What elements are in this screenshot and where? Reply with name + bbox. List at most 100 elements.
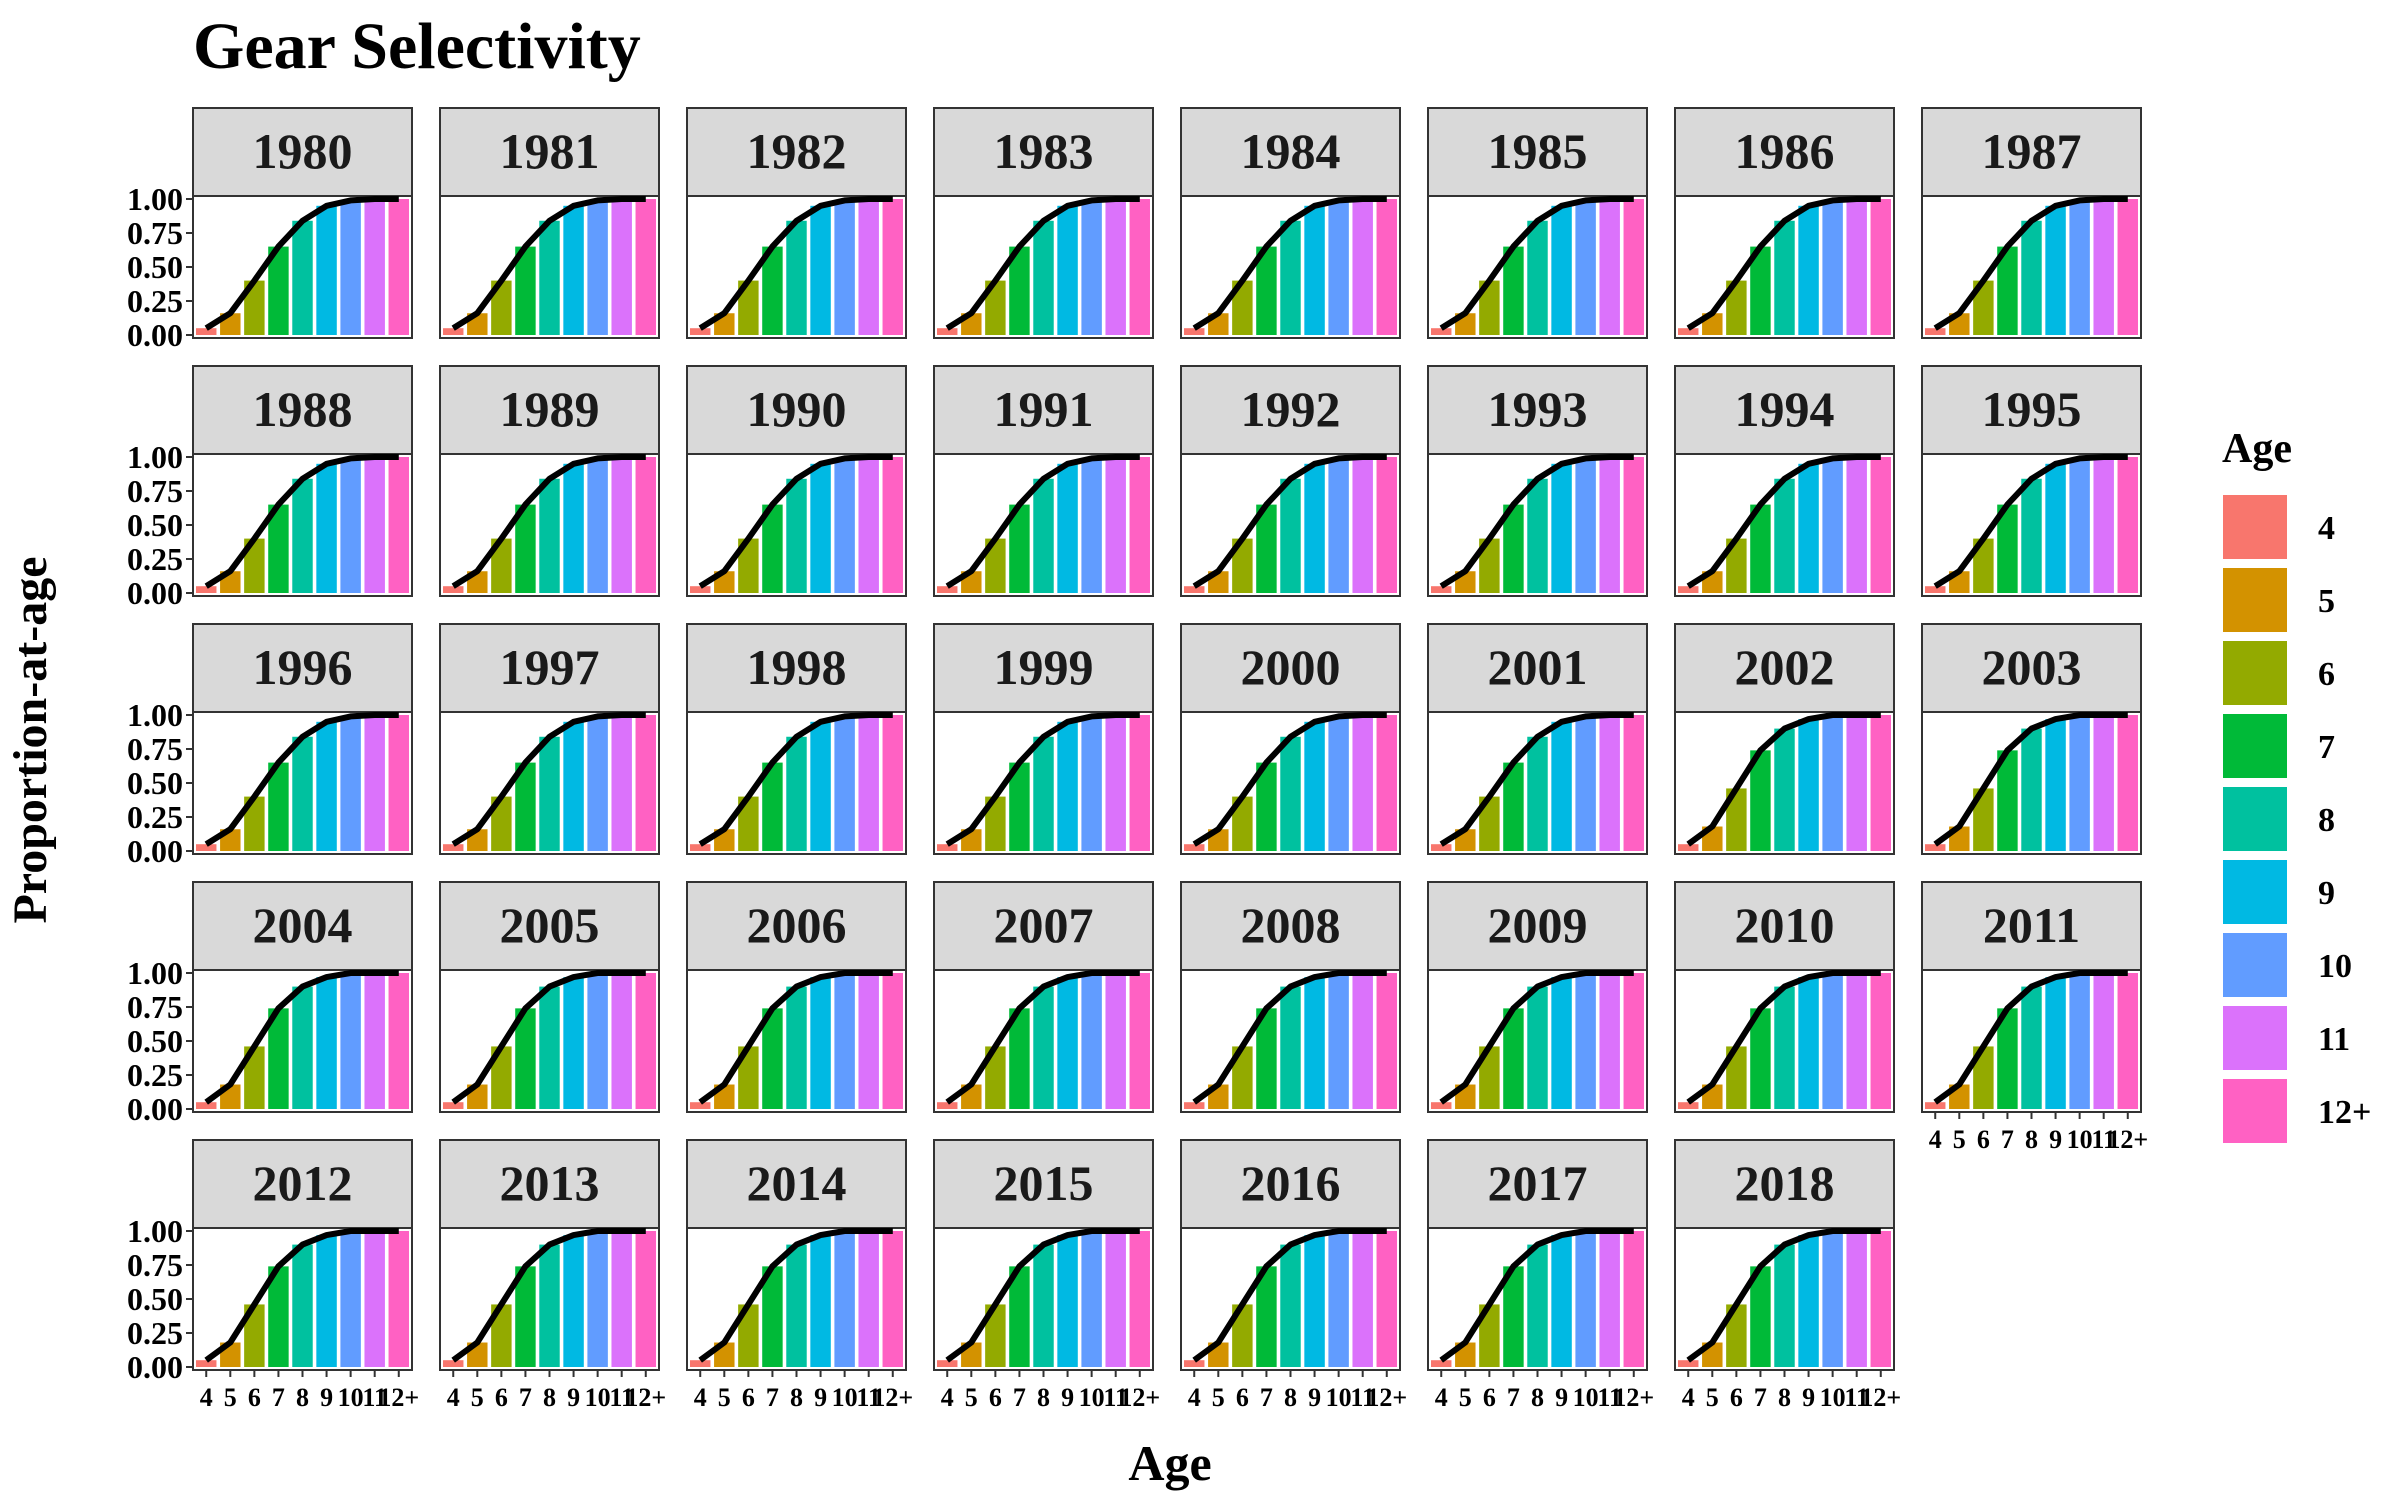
x-tick-label: 6 <box>989 1383 1002 1412</box>
legend-label: 6 <box>2318 656 2335 693</box>
bar-age-10 <box>834 458 855 593</box>
x-tick-label: 11 <box>1103 1383 1128 1412</box>
bar-age-7 <box>1750 504 1771 593</box>
bar-age-11 <box>1846 715 1867 851</box>
bar-age-10 <box>834 716 855 851</box>
bar-age-8 <box>292 1244 313 1367</box>
bar-age-10 <box>587 1231 608 1367</box>
bar-age-11 <box>1599 715 1620 851</box>
y-tick-label: 1.00 <box>127 697 183 733</box>
bar-age-11 <box>1352 715 1373 851</box>
bar-age-12+ <box>1376 973 1397 1109</box>
selectivity-line <box>1439 712 1634 847</box>
x-tick-label: 10 <box>832 1383 858 1412</box>
bar-age-9 <box>810 463 831 593</box>
x-tick-label: 8 <box>1037 1383 1050 1412</box>
y-tick-label: 0.75 <box>127 473 183 509</box>
x-tick-label: 7 <box>1754 1383 1767 1412</box>
legend-label: 4 <box>2318 510 2335 547</box>
bar-age-12+ <box>388 457 409 593</box>
facet-strip <box>933 107 1154 197</box>
bar-age-11 <box>1105 973 1126 1109</box>
y-tick-label: 0.00 <box>127 1349 183 1385</box>
selectivity-line <box>945 196 1140 331</box>
selectivity-line <box>1933 454 2128 589</box>
selectivity-line <box>1192 712 1387 847</box>
bar-age-10 <box>1328 716 1349 851</box>
x-tick-label: 12+ <box>2107 1125 2148 1154</box>
bar-age-6 <box>491 1046 512 1109</box>
y-tick-label: 0.25 <box>127 1315 183 1351</box>
bar-age-7 <box>515 1008 536 1109</box>
bar-age-4 <box>1184 1360 1205 1367</box>
selectivity-line <box>945 970 1140 1105</box>
bar-age-12+ <box>635 457 656 593</box>
facet-strip <box>192 881 413 971</box>
facet-strip-label: 1996 <box>253 639 353 695</box>
facet-strip <box>686 1139 907 1229</box>
selectivity-line <box>1439 454 1634 589</box>
bar-age-10 <box>1081 1231 1102 1367</box>
facet-strip <box>686 881 907 971</box>
bar-age-8 <box>1280 736 1301 851</box>
facet-strip-label: 2003 <box>1982 639 2082 695</box>
bar-age-11 <box>1105 1231 1126 1367</box>
facet-strip <box>1921 623 2142 713</box>
bar-age-10 <box>1081 458 1102 593</box>
y-tick-label: 0.50 <box>127 765 183 801</box>
bar-age-6 <box>738 1046 759 1109</box>
x-tick-label: 7 <box>1013 1383 1026 1412</box>
bar-age-10 <box>1328 1231 1349 1367</box>
bar-age-6 <box>1232 538 1253 593</box>
facet-strip <box>439 1139 660 1229</box>
facet-strip-label: 2011 <box>1983 897 2080 953</box>
x-tick-label: 11 <box>609 1383 634 1412</box>
selectivity-line <box>204 196 399 331</box>
bar-age-9 <box>1057 463 1078 593</box>
bar-age-7 <box>1997 1008 2018 1109</box>
x-tick-label: 12+ <box>625 1383 666 1412</box>
bar-age-12+ <box>635 1231 656 1367</box>
bar-age-10 <box>587 716 608 851</box>
bar-age-7 <box>1256 1266 1277 1367</box>
selectivity-line <box>204 454 399 589</box>
legend-key <box>2221 1077 2289 1145</box>
y-tick-label: 0.00 <box>127 833 183 869</box>
facet-strip-label: 2018 <box>1735 1155 1835 1211</box>
x-tick-label: 5 <box>224 1383 237 1412</box>
x-tick-label: 11 <box>1597 1383 1622 1412</box>
x-tick-label: 5 <box>965 1383 978 1412</box>
bar-age-4 <box>1431 586 1452 593</box>
bar-age-9 <box>2045 463 2066 593</box>
x-tick-label: 4 <box>200 1383 213 1412</box>
bar-age-6 <box>491 796 512 851</box>
facet-strip-label: 1989 <box>500 381 600 437</box>
bar-age-9 <box>1551 1235 1572 1367</box>
selectivity-line <box>451 196 646 331</box>
bar-age-9 <box>1798 719 1819 851</box>
bar-age-12+ <box>882 199 903 335</box>
bar-age-9 <box>563 205 584 335</box>
bar-age-12+ <box>388 715 409 851</box>
bar-age-12+ <box>388 973 409 1109</box>
bar-age-12+ <box>2117 199 2138 335</box>
selectivity-line <box>945 712 1140 847</box>
x-tick-label: 5 <box>471 1383 484 1412</box>
bar-age-7 <box>762 246 783 335</box>
y-tick-label: 0.00 <box>127 1091 183 1127</box>
facet-strip-label: 2005 <box>500 897 600 953</box>
bar-age-8 <box>786 220 807 335</box>
legend-label: 12+ <box>2318 1094 2371 1131</box>
bar-age-11 <box>1846 457 1867 593</box>
bar-age-8 <box>1774 478 1795 593</box>
bar-age-10 <box>834 973 855 1109</box>
bar-age-6 <box>738 1304 759 1367</box>
bar-age-12+ <box>1376 199 1397 335</box>
bar-age-9 <box>2045 719 2066 851</box>
x-tick-label: 5 <box>1953 1125 1966 1154</box>
bar-age-8 <box>539 478 560 593</box>
bar-age-8 <box>2021 986 2042 1109</box>
selectivity-line <box>1192 196 1387 331</box>
bar-age-6 <box>244 796 265 851</box>
bar-age-8 <box>786 1244 807 1367</box>
